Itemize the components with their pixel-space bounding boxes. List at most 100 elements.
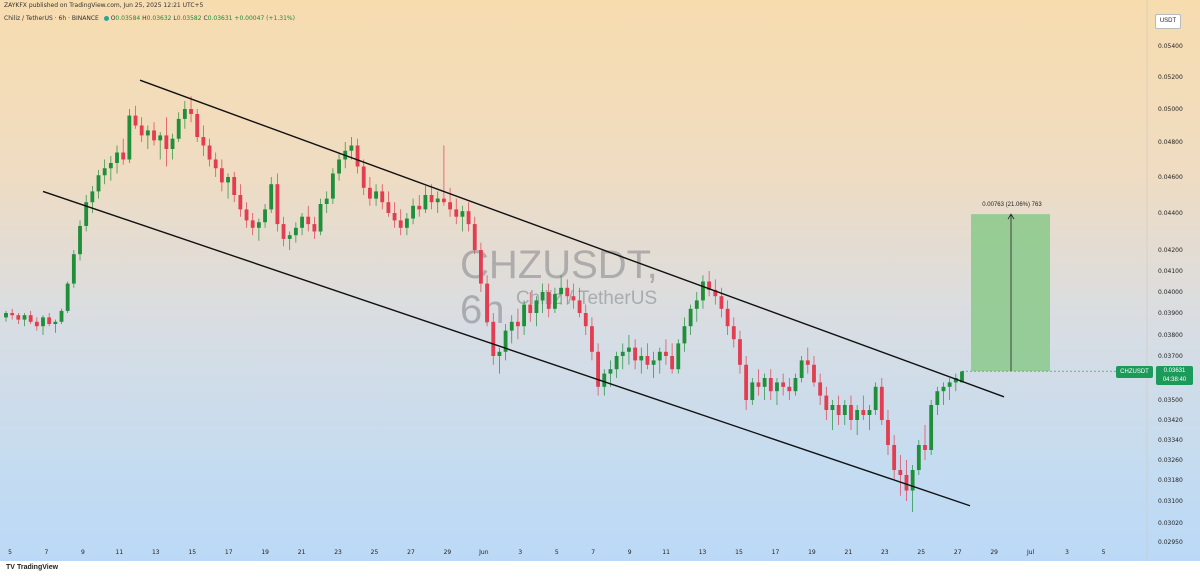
low-value: 0.03582 — [176, 15, 202, 22]
y-tick-label: 0.03500 — [1158, 397, 1183, 404]
y-tick-label: 0.03100 — [1158, 498, 1183, 505]
measure-label: 0.00763 (21.06%) 763 — [982, 202, 1042, 208]
candle-body — [805, 360, 810, 365]
candle-body — [275, 184, 280, 225]
candle-body — [448, 202, 452, 210]
x-tick-label: 3 — [1065, 549, 1069, 556]
candle-body — [374, 191, 378, 199]
candle-body — [269, 184, 274, 210]
candle-body — [485, 283, 489, 322]
x-tick-label: 7 — [591, 549, 595, 556]
candle-body — [565, 287, 570, 297]
candle-body — [867, 410, 872, 415]
watermark-name: Chiliz / TetherUS — [516, 288, 658, 309]
candle-body — [664, 351, 668, 356]
x-tick-label: 21 — [298, 549, 306, 556]
candle-body — [546, 292, 551, 309]
candle-body — [380, 191, 385, 203]
candle-body — [108, 163, 113, 169]
publisher-line: ZAYKFX published on TradingView.com, Jun… — [4, 2, 204, 9]
x-tick-label: 23 — [881, 549, 889, 556]
candle-body — [707, 281, 712, 290]
candle-body — [935, 391, 940, 405]
candle-body — [781, 382, 786, 387]
x-tick-label: 9 — [81, 549, 85, 556]
candle-body — [602, 373, 607, 387]
candle-body — [127, 115, 132, 160]
candle-body — [756, 382, 761, 387]
x-tick-label: 23 — [334, 549, 342, 556]
candle-body — [121, 152, 126, 160]
y-tick-label: 0.04400 — [1158, 210, 1183, 217]
y-tick-label: 0.04200 — [1158, 247, 1183, 254]
candle-body — [256, 222, 261, 228]
candle-body — [41, 317, 45, 327]
candle-body — [670, 356, 675, 370]
upper-channel-line — [139, 79, 1005, 398]
candle-body — [330, 173, 335, 199]
candle-body — [84, 202, 89, 226]
candle-body — [102, 168, 107, 176]
candle-body — [528, 304, 533, 313]
candle-body — [947, 382, 952, 387]
candle-body — [830, 405, 835, 410]
candle-body — [96, 175, 101, 192]
tv-logo-icon: TV — [6, 564, 15, 571]
candle-body — [398, 220, 403, 228]
candle-body — [910, 470, 915, 491]
x-tick-label: 17 — [225, 549, 233, 556]
candle-body — [479, 250, 483, 284]
candle-body — [522, 304, 527, 327]
candle-body — [651, 360, 656, 365]
candle-body — [176, 118, 181, 139]
ohlc-legend: Chiliz / TetherUS · 6h · BINANCE O0.0358… — [4, 15, 295, 22]
candle-body — [460, 211, 465, 217]
tradingview-logo[interactable]: TV TradingView — [6, 564, 58, 571]
candle-body — [713, 289, 718, 297]
candle-body — [472, 224, 477, 250]
candle-body — [189, 109, 193, 114]
x-tick-label: 29 — [444, 549, 452, 556]
y-tick-label: 0.05400 — [1158, 43, 1183, 50]
candle-body — [47, 317, 52, 324]
candle-body — [170, 138, 175, 149]
candle-body — [133, 115, 138, 126]
candle-body — [750, 382, 755, 400]
candle-body — [812, 364, 816, 383]
candle-body — [287, 235, 292, 239]
candle-body — [491, 321, 496, 356]
open-value: 0.03584 — [115, 15, 141, 22]
y-tick-label: 0.03420 — [1158, 417, 1183, 424]
currency-unit-button[interactable]: USDT — [1155, 14, 1181, 29]
high-label: H — [142, 15, 147, 22]
x-tick-label: 29 — [990, 549, 998, 556]
low-label: L — [173, 15, 177, 22]
x-tick-label: 25 — [917, 549, 925, 556]
candle-body — [263, 209, 267, 223]
candle-body — [614, 356, 619, 370]
candle-body — [608, 369, 613, 374]
measure-box — [971, 214, 1050, 372]
footer-brand: TradingView — [16, 564, 59, 571]
x-tick-label: 11 — [116, 549, 124, 556]
y-tick-label: 0.03180 — [1158, 477, 1183, 484]
candle-body — [226, 177, 230, 183]
x-tick-label: 5 — [1102, 549, 1106, 556]
candle-body — [941, 386, 946, 392]
candle-body — [842, 405, 847, 415]
x-tick-label: 19 — [808, 549, 816, 556]
candle-body — [916, 445, 921, 470]
candle-body — [281, 224, 286, 239]
candle-body — [509, 321, 514, 331]
change-value: +0.00047 (+1.31%) — [234, 15, 295, 22]
candle-body — [818, 382, 823, 396]
candle-body — [577, 300, 582, 313]
candle-body — [318, 204, 323, 232]
candle-body — [349, 145, 354, 151]
candle-body — [799, 360, 804, 378]
y-tick-label: 0.03800 — [1158, 332, 1183, 339]
x-tick-label: Jun — [478, 549, 489, 556]
candle-body — [213, 159, 218, 169]
x-tick-label: 5 — [555, 549, 559, 556]
